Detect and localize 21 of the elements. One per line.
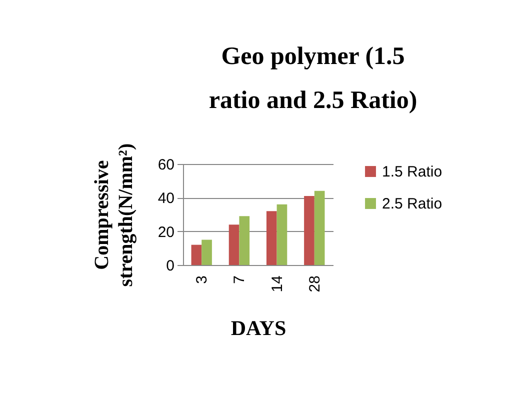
x-tick-label: 14 bbox=[268, 276, 286, 292]
y-tick-label: 0 bbox=[166, 258, 174, 274]
legend-label: 1.5 Ratio bbox=[382, 164, 442, 180]
bar bbox=[266, 211, 277, 265]
chart-title: Geo polymer (1.5 ratio and 2.5 Ratio) bbox=[208, 42, 418, 114]
bar bbox=[191, 244, 202, 265]
y-tick-label: 40 bbox=[158, 190, 174, 208]
x-tick-label: 7 bbox=[231, 276, 248, 284]
y-tick-label: 20 bbox=[158, 224, 174, 241]
legend-label: 2.5 Ratio bbox=[382, 196, 442, 212]
bar bbox=[228, 224, 240, 265]
bar bbox=[239, 216, 250, 265]
x-axis-title: DAYS bbox=[230, 316, 286, 340]
bar bbox=[314, 190, 325, 265]
bar bbox=[304, 196, 314, 265]
bar bbox=[276, 204, 288, 265]
x-tick-label: 28 bbox=[306, 276, 324, 292]
y-tick-label: 60 bbox=[158, 156, 174, 174]
x-tick-label: 3 bbox=[194, 276, 211, 284]
y-axis-title: Compressive strength(N/mm²) bbox=[90, 143, 137, 287]
bar bbox=[202, 240, 212, 265]
